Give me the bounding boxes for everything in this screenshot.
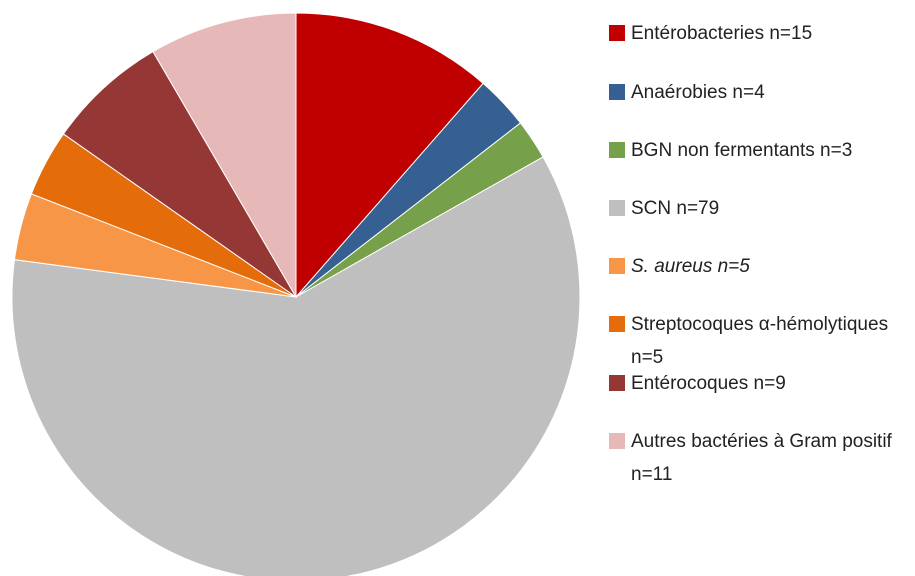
- legend-swatch: [609, 375, 625, 391]
- legend-item: Autres bactéries à Gram positif n=11: [609, 425, 909, 491]
- legend-item: Anaérobies n=4: [609, 76, 909, 109]
- legend-swatch: [609, 258, 625, 274]
- legend-item: BGN non fermentants n=3: [609, 134, 909, 167]
- legend-label: BGN non fermentants n=3: [631, 140, 853, 161]
- pie-slice: [62, 50, 297, 298]
- legend-label: Autres bactéries à Gram positif n=11: [631, 431, 892, 485]
- legend-label: Streptocoques α-hémolytiques n=5: [631, 314, 889, 368]
- legend-item: Entérobacteries n=15: [609, 17, 909, 50]
- pie-slice: [152, 12, 297, 299]
- legend-swatch: [609, 200, 625, 216]
- legend-label: SCN n=79: [631, 198, 720, 219]
- legend-swatch: [609, 316, 625, 332]
- legend-item: Streptocoques α-hémolytiques n=5: [609, 308, 909, 374]
- legend-label: Entérocoques n=9: [631, 373, 786, 394]
- legend-label: Entérobacteries n=15: [631, 23, 813, 44]
- legend-swatch: [609, 84, 625, 100]
- legend-label: S. aureus n=5: [631, 256, 750, 277]
- legend-swatch: [609, 433, 625, 449]
- legend-label: Anaérobies n=4: [631, 82, 765, 103]
- legend-item: S. aureus n=5: [609, 250, 909, 283]
- legend-swatch: [609, 25, 625, 41]
- pie-slice: [295, 12, 484, 299]
- legend-swatch: [609, 142, 625, 158]
- legend-item: Entérocoques n=9: [609, 367, 909, 400]
- legend-item: SCN n=79: [609, 192, 909, 225]
- pie-area: [11, 12, 581, 576]
